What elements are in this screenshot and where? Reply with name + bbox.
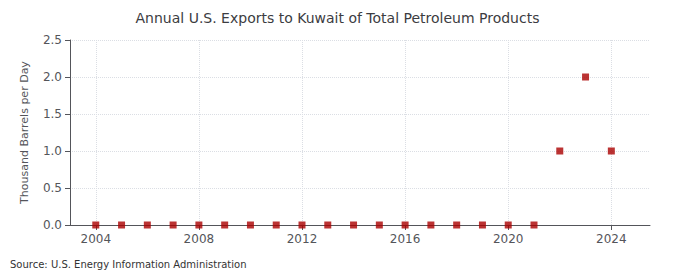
- svg-text:0.5: 0.5: [43, 181, 62, 195]
- svg-text:2012: 2012: [287, 232, 318, 246]
- svg-text:Source: U.S. Energy Informatio: Source: U.S. Energy Information Administ…: [10, 259, 247, 270]
- svg-text:1.5: 1.5: [43, 107, 62, 121]
- svg-text:2.5: 2.5: [43, 33, 62, 47]
- svg-text:2024: 2024: [596, 232, 627, 246]
- svg-text:2004: 2004: [81, 232, 112, 246]
- svg-text:2008: 2008: [184, 232, 215, 246]
- svg-text:2020: 2020: [493, 232, 524, 246]
- svg-text:Thousand Barrels per Day: Thousand Barrels per Day: [18, 61, 31, 205]
- svg-text:2016: 2016: [390, 232, 421, 246]
- svg-text:Annual U.S. Exports to Kuwait: Annual U.S. Exports to Kuwait of Total P…: [136, 10, 540, 26]
- svg-text:2.0: 2.0: [43, 70, 62, 84]
- svg-text:1.0: 1.0: [43, 144, 62, 158]
- svg-text:0.0: 0.0: [43, 218, 62, 232]
